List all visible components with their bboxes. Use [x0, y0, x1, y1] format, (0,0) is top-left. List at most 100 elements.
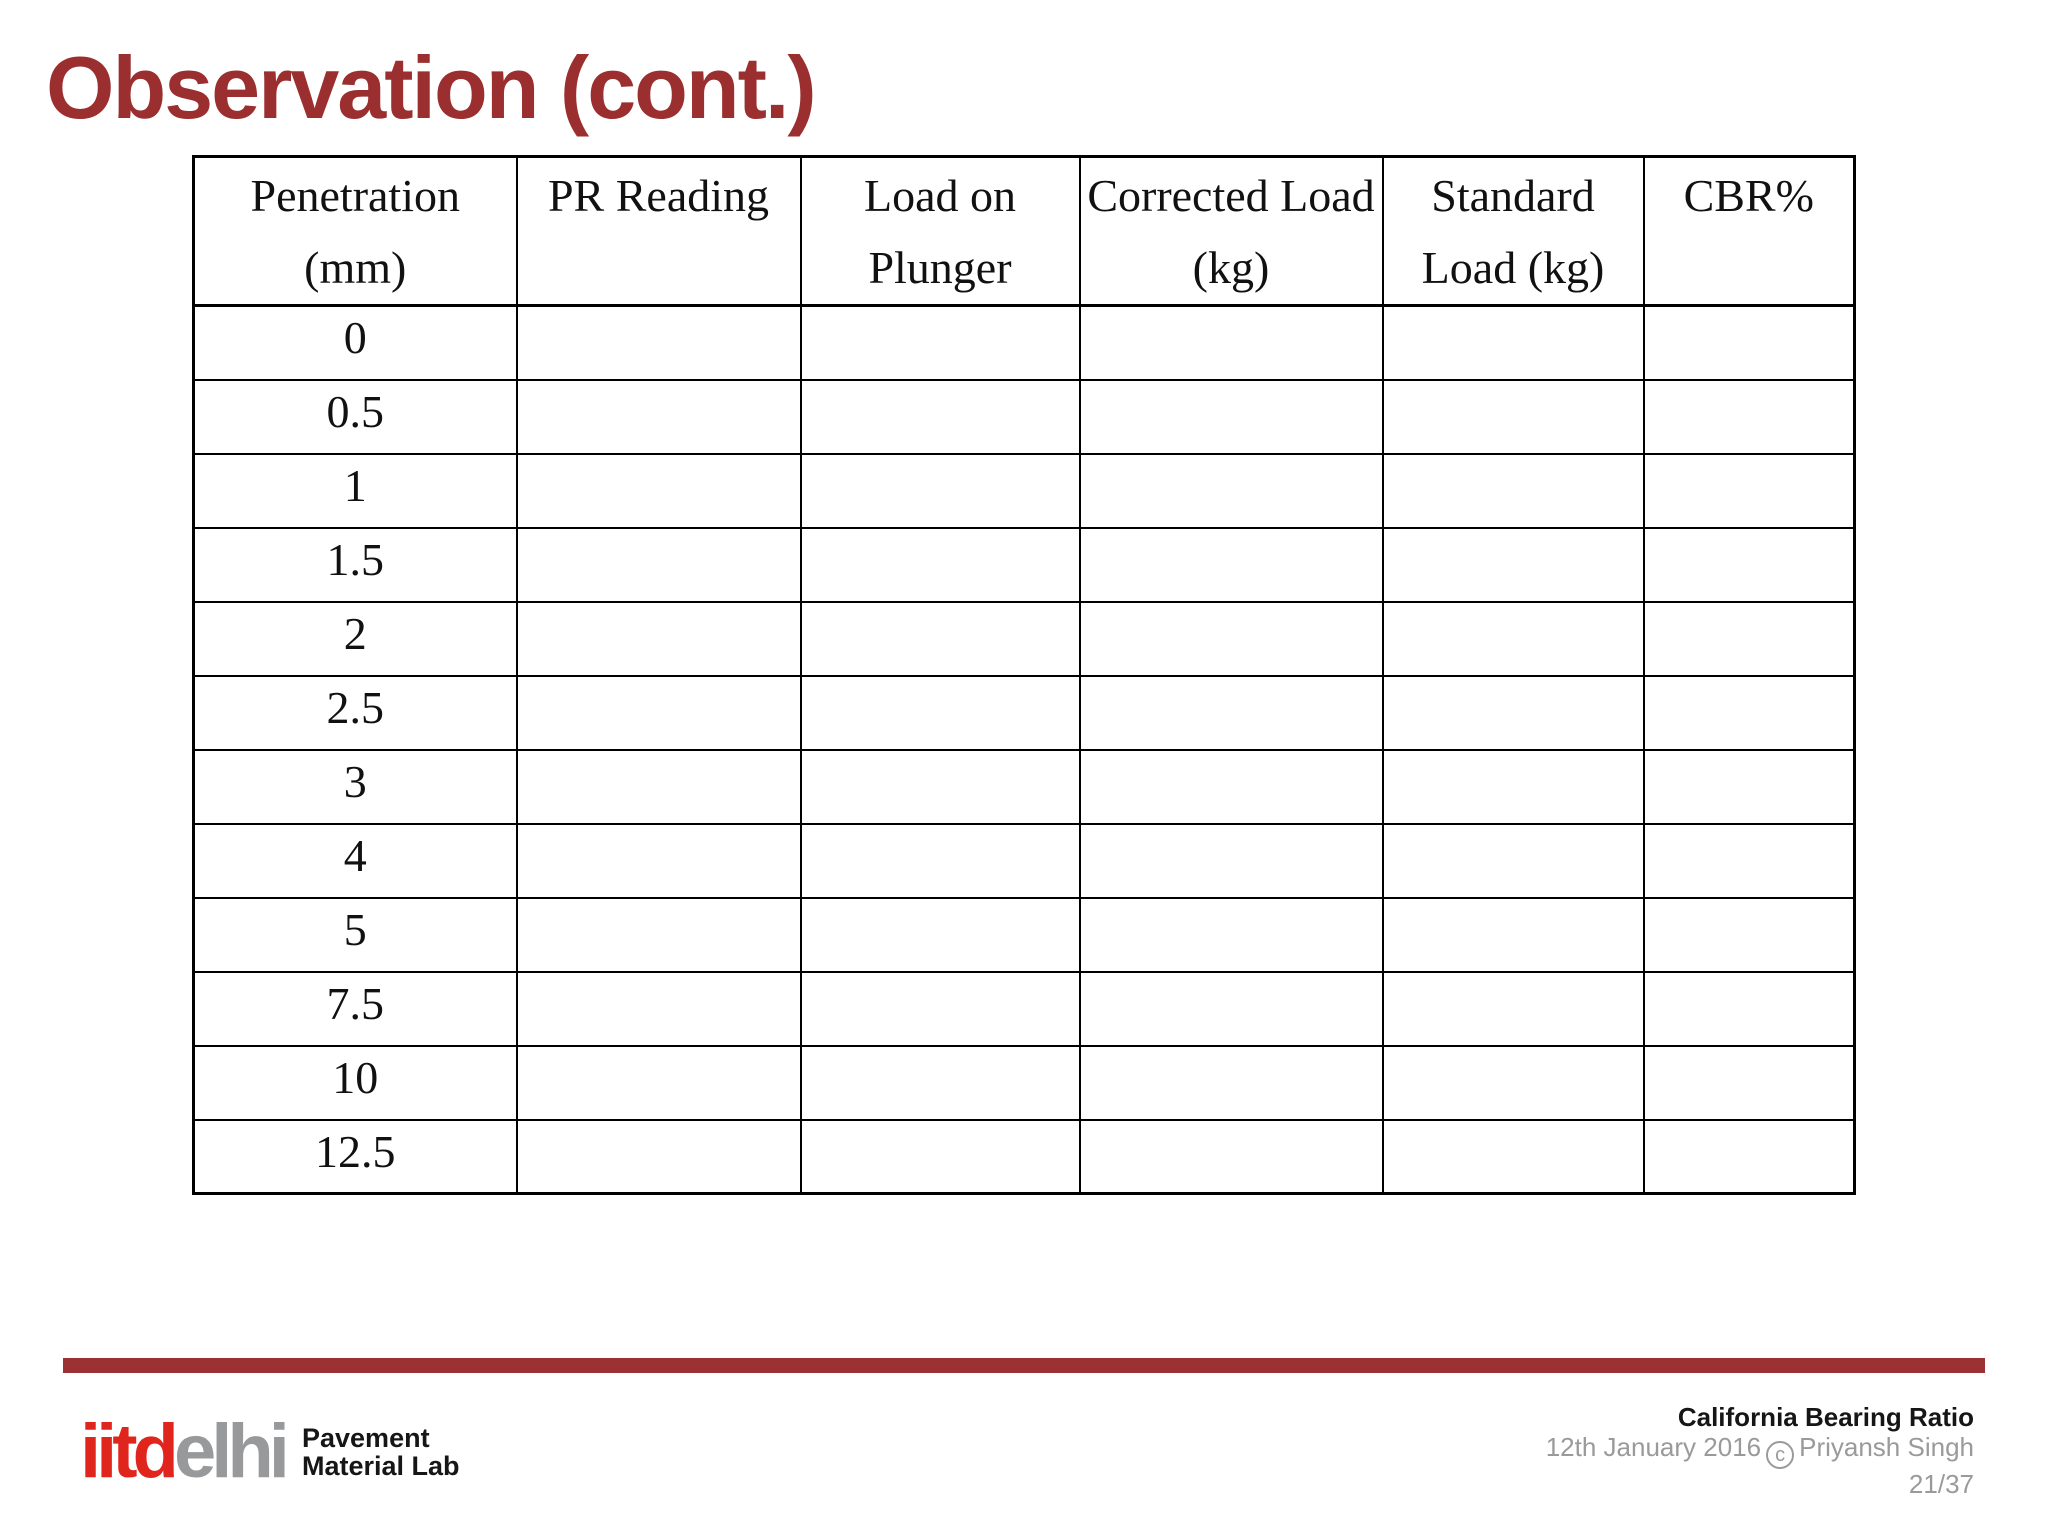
footer-divider-bar: [63, 1358, 1985, 1373]
lab-name: Pavement Material Lab: [302, 1424, 460, 1480]
header-cell: Corrected Load (kg): [1078, 155, 1384, 307]
table-row: 0.5: [192, 378, 1856, 455]
penetration-cell: 4: [192, 822, 518, 899]
table-row: 5: [192, 896, 1856, 973]
empty-data-cell: [799, 674, 1081, 751]
empty-data-cell: [1381, 822, 1645, 899]
empty-data-cell: [1078, 1118, 1384, 1195]
empty-data-cell: [1381, 452, 1645, 529]
empty-data-cell: [799, 600, 1081, 677]
empty-data-cell: [515, 896, 802, 973]
empty-data-cell: [799, 1044, 1081, 1121]
page-number: 21/37: [1908, 1469, 1974, 1499]
header-cell-line: Load on: [863, 170, 1016, 221]
empty-data-cell: [1078, 600, 1384, 677]
empty-data-cell: [1642, 526, 1856, 603]
penetration-cell: 2: [192, 600, 518, 677]
header-cell-line: Standard: [1431, 170, 1595, 221]
copyright-icon: c: [1766, 1441, 1795, 1469]
empty-data-cell: [799, 822, 1081, 899]
empty-data-cell: [515, 600, 802, 677]
empty-data-cell: [515, 970, 802, 1047]
empty-data-cell: [515, 378, 802, 455]
empty-data-cell: [1381, 674, 1645, 751]
logo-text-iitd: iitd: [80, 1409, 179, 1494]
header-cell-line: Load (kg): [1421, 242, 1605, 293]
penetration-cell: 1.5: [192, 526, 518, 603]
empty-data-cell: [799, 526, 1081, 603]
empty-data-cell: [1642, 896, 1856, 973]
empty-data-cell: [1078, 304, 1384, 381]
penetration-cell: 7.5: [192, 970, 518, 1047]
empty-data-cell: [1642, 452, 1856, 529]
penetration-cell: 10: [192, 1044, 518, 1121]
empty-data-cell: [799, 452, 1081, 529]
empty-data-cell: [1078, 674, 1384, 751]
empty-data-cell: [1381, 970, 1645, 1047]
table-header: Penetration (mm) PR Reading Load on Plunger C…: [192, 155, 1856, 307]
header-cell: Penetration (mm): [192, 155, 518, 307]
empty-data-cell: [515, 1044, 802, 1121]
date-author-line: 12th January 2016 c Priyansh Singh: [1546, 1432, 1974, 1469]
empty-data-cell: [515, 822, 802, 899]
footer-info: California Bearing Ratio 12th January 20…: [1546, 1402, 1974, 1499]
empty-data-cell: [515, 748, 802, 825]
author-text: Priyansh Singh: [1799, 1432, 1974, 1462]
empty-data-cell: [1642, 748, 1856, 825]
empty-data-cell: [515, 304, 802, 381]
empty-data-cell: [1642, 304, 1856, 381]
empty-data-cell: [515, 526, 802, 603]
course-title: California Bearing Ratio: [1677, 1402, 1974, 1432]
empty-data-cell: [1642, 1118, 1856, 1195]
empty-data-cell: [1078, 822, 1384, 899]
header-cell-line: PR Reading: [547, 170, 770, 221]
header-cell: Load on Plunger: [799, 155, 1081, 307]
date-text: 12th January 2016: [1545, 1432, 1762, 1462]
empty-data-cell: [799, 896, 1081, 973]
page-title: Observation (cont.): [46, 38, 817, 137]
penetration-cell: 12.5: [192, 1118, 518, 1195]
empty-data-cell: [1381, 1118, 1645, 1195]
empty-data-cell: [799, 748, 1081, 825]
table-row: 2.5: [192, 674, 1856, 751]
table-row: 3: [192, 748, 1856, 825]
empty-data-cell: [1381, 304, 1645, 381]
empty-data-cell: [1078, 748, 1384, 825]
header-cell-line: Corrected Load: [1087, 170, 1375, 221]
header-cell-line: (mm): [304, 242, 407, 293]
iitdelhi-logo: iitdelhi: [80, 1414, 290, 1490]
table-row: 1: [192, 452, 1856, 529]
penetration-cell: 3: [192, 748, 518, 825]
empty-data-cell: [1381, 748, 1645, 825]
lab-name-line1: Pavement: [302, 1423, 430, 1453]
empty-data-cell: [1078, 1044, 1384, 1121]
penetration-cell: 2.5: [192, 674, 518, 751]
empty-data-cell: [1078, 452, 1384, 529]
header-row: Penetration (mm) PR Reading Load on Plunger C…: [192, 155, 1856, 307]
empty-data-cell: [1642, 1044, 1856, 1121]
penetration-cell: 0: [192, 304, 518, 381]
empty-data-cell: [1642, 970, 1856, 1047]
empty-data-cell: [1078, 526, 1384, 603]
header-cell: CBR%: [1642, 155, 1856, 307]
empty-data-cell: [799, 970, 1081, 1047]
empty-data-cell: [1642, 600, 1856, 677]
table-row: 10: [192, 1044, 1856, 1121]
table-row: 12.5: [192, 1118, 1856, 1195]
empty-data-cell: [1078, 970, 1384, 1047]
header-cell-line: Penetration: [250, 170, 461, 221]
table-row: 0: [192, 304, 1856, 381]
empty-data-cell: [1642, 822, 1856, 899]
empty-data-cell: [799, 304, 1081, 381]
penetration-cell: 5: [192, 896, 518, 973]
header-cell-line: (kg): [1192, 242, 1270, 293]
header-cell-line: CBR%: [1683, 170, 1814, 221]
header-cell-line: Plunger: [868, 242, 1012, 293]
table-row: 7.5: [192, 970, 1856, 1047]
penetration-cell: 0.5: [192, 378, 518, 455]
empty-data-cell: [799, 378, 1081, 455]
empty-data-cell: [799, 1118, 1081, 1195]
header-cell: Standard Load (kg): [1381, 155, 1645, 307]
empty-data-cell: [1078, 896, 1384, 973]
table-row: 2: [192, 600, 1856, 677]
